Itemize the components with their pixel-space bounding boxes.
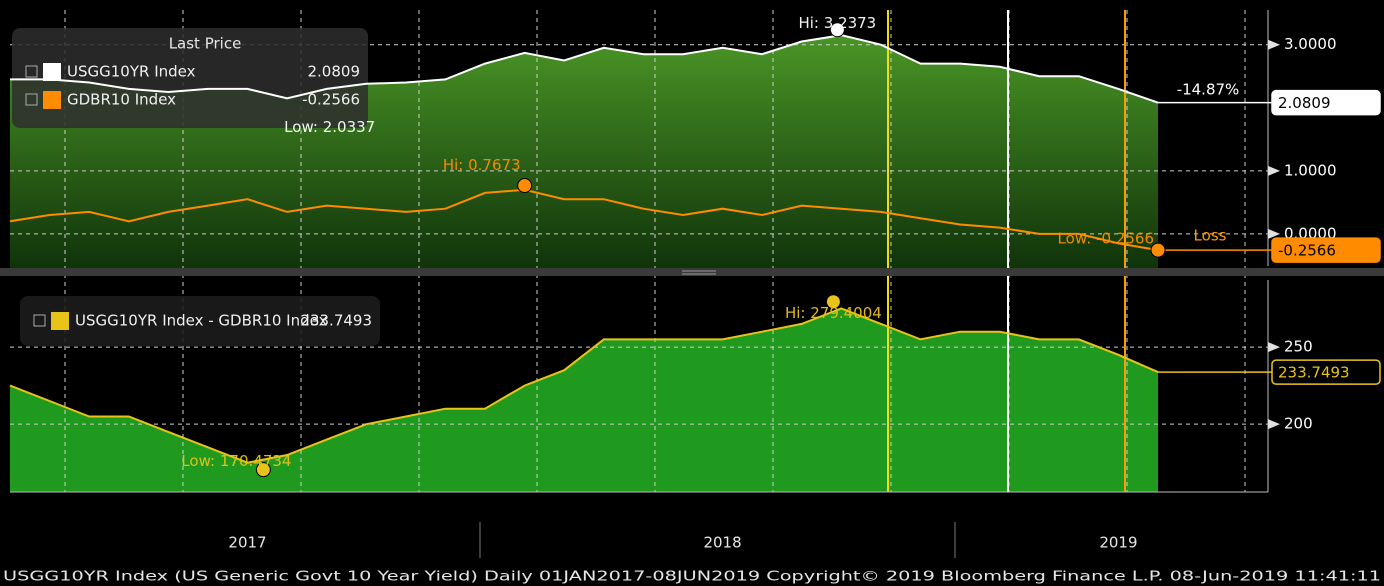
extreme-marker [825,294,841,310]
extreme-marker [829,22,845,38]
legend-marker-frame [25,93,38,106]
x-tick-label: 2018 [703,534,741,552]
value-tag [1271,89,1381,116]
panel-separator [0,268,1384,276]
line [9,307,1159,464]
y-tick [1268,419,1280,430]
y-tick [1268,342,1280,353]
y-tick [1268,39,1280,50]
annotation: Hi: 279.4004 [785,304,882,322]
legend-swatch [51,312,69,330]
legend-marker-frame [33,314,46,327]
annotation: Low: 2.0337 [284,118,375,136]
extreme-marker [517,178,533,194]
value-tag-label: 2.0809 [1278,94,1331,112]
legend-box [20,296,380,346]
legend-value: 233.7493 [300,312,372,330]
loss-label: Loss [1194,227,1227,245]
legend-label: USGG10YR Index [67,63,196,81]
line [10,34,1159,104]
legend-label: GDBR10 Index [67,91,176,109]
y-tick-label: 1.0000 [1284,161,1337,179]
legend-swatch [43,63,61,81]
legend-value: -0.2566 [302,91,360,109]
y-tick-label: 200 [1284,415,1313,433]
annotation: Low: 170.4734 [181,452,291,470]
legend-title: Last Price [169,35,242,53]
area [10,308,1158,492]
x-tick-label: 2019 [1099,534,1137,552]
annotation: Hi: 3.2373 [798,14,876,32]
annotation: Low: -0.2566 [1058,230,1154,248]
legend-value: 2.0809 [308,63,361,81]
legend-box [12,28,368,128]
extreme-marker [1150,242,1166,258]
value-tag-label: -0.2566 [1278,242,1336,260]
value-tag [1271,359,1381,385]
legend-marker-frame [25,65,38,78]
x-tick-label: 2017 [228,534,266,552]
y-tick-label: 3.0000 [1284,35,1337,53]
legend-swatch [43,91,61,109]
value-tag [1271,237,1381,263]
line [9,188,1159,252]
legend-label: USGG10YR Index - GDBR10 Index [75,312,328,330]
y-tick-label: 250 [1284,338,1313,356]
footer: USGG10YR Index (US Generic Govt 10 Year … [3,570,1381,585]
y-tick [1268,165,1280,176]
extreme-marker [255,462,271,478]
annotation: Hi: 0.7673 [443,156,521,174]
change-label: -14.87% [1177,81,1240,99]
value-tag-label: 233.7493 [1278,364,1350,382]
y-tick [1268,228,1280,239]
